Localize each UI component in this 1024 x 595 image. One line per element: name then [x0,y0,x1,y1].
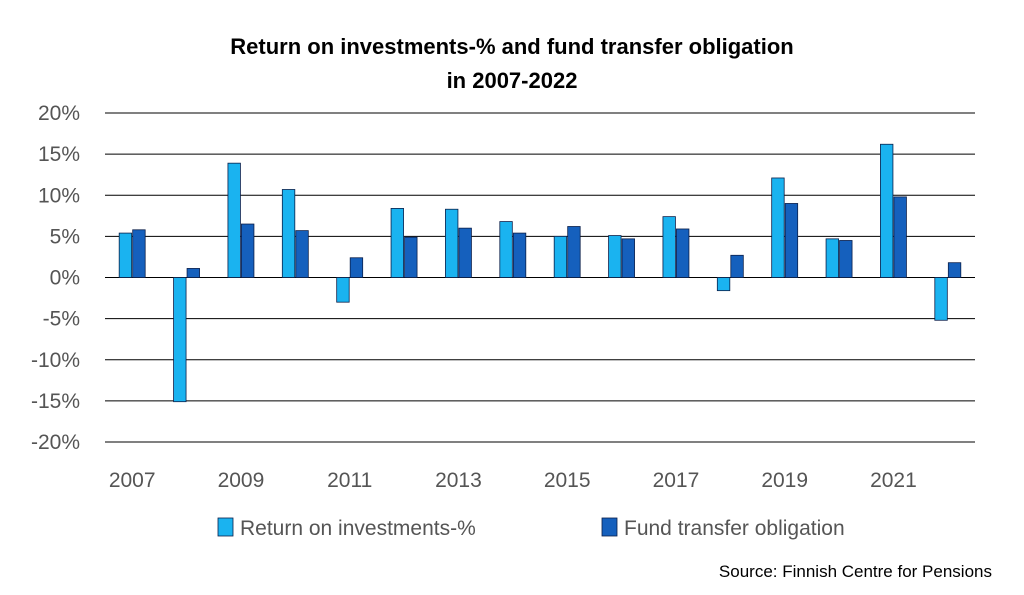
x-tick-label: 2019 [761,469,808,492]
bars [118,143,962,403]
bar-fund-transfer-2018 [730,254,744,278]
x-tick-label: 2015 [544,469,591,492]
source-note: Source: Finnish Centre for Pensions [718,562,992,581]
bar-fund-transfer-2021 [893,196,907,278]
bar-return-2012 [390,208,404,278]
legend-swatch [217,517,234,537]
bar-return-2011 [336,277,350,303]
bar-fund-transfer-2010 [295,230,309,278]
bar-return-2013 [445,208,459,278]
bar-return-2018 [716,277,731,292]
bar-return-2007 [118,232,133,278]
x-tick-label: 2021 [870,469,917,492]
bar-return-2019 [771,177,785,278]
chart-title: Return on investments-% and fund transfe… [0,30,1024,98]
y-tick-label: 0% [50,267,80,290]
x-tick-label: 2017 [653,469,700,492]
y-axis-ticks: 20% 15% 10% 5% 0% -5% -10% -15% -20% [31,102,80,454]
legend-label: Return on investments-% [240,517,476,540]
y-tick-label: 15% [38,143,80,166]
bar-fund-transfer-2015 [567,226,581,278]
bar-fund-transfer-2011 [349,257,364,278]
bar-return-2021 [880,143,894,278]
bar-fund-transfer-2016 [621,238,635,278]
chart-title-line1: Return on investments-% and fund transfe… [230,34,794,59]
bar-return-2022 [934,277,948,321]
bar-fund-transfer-2020 [839,240,853,278]
bar-return-2008 [173,277,187,403]
bar-return-2020 [825,238,839,278]
bar-return-2015 [553,235,568,278]
bar-fund-transfer-2022 [947,262,962,278]
chart-title-line2: in 2007-2022 [446,68,578,93]
x-axis-ticks: 2007 2009 2011 2013 2015 2017 2019 2021 [109,469,917,492]
legend-swatch [601,517,618,537]
x-tick-label: 2011 [327,469,372,492]
bar-fund-transfer-2013 [458,227,472,278]
bar-fund-transfer-2007 [132,229,146,278]
y-tick-label: -10% [31,349,80,372]
y-tick-label: -20% [31,431,80,454]
bar-fund-transfer-2017 [676,228,690,278]
bar-fund-transfer-2009 [241,223,255,278]
x-tick-label: 2013 [435,469,482,492]
y-tick-label: 10% [38,184,80,207]
x-tick-label: 2007 [109,469,156,492]
bar-fund-transfer-2019 [784,203,799,278]
bar-fund-transfer-2008 [186,268,200,278]
bar-return-2016 [608,235,622,278]
bar-return-2010 [281,189,296,278]
bar-return-2014 [499,221,513,278]
legend-label: Fund transfer obligation [624,517,845,540]
legend: Return on investments-% Fund transfer obl… [217,517,845,540]
y-tick-label: -5% [43,308,80,331]
bar-fund-transfer-2014 [512,232,527,278]
x-tick-label: 2009 [218,469,265,492]
y-tick-label: 5% [50,225,80,248]
y-tick-label: 20% [38,102,80,125]
bar-return-2009 [227,162,241,278]
bar-return-2017 [662,216,676,278]
bar-fund-transfer-2012 [404,236,418,278]
y-tick-label: -15% [31,390,80,413]
